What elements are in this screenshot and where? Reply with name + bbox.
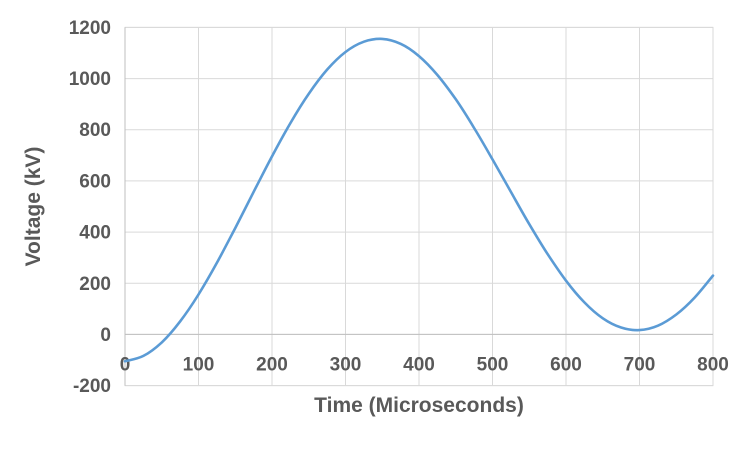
y-tick-label: 400 bbox=[79, 223, 111, 244]
y-tick-label: 200 bbox=[79, 274, 111, 295]
x-tick-label: 0 bbox=[120, 354, 131, 375]
voltage-series-line bbox=[123, 37, 715, 363]
x-tick-label: 800 bbox=[697, 354, 729, 375]
x-tick-label: 600 bbox=[550, 354, 582, 375]
y-axis-title: Voltage (kV) bbox=[22, 147, 45, 267]
gridlines bbox=[124, 26, 714, 387]
x-tick-label: 100 bbox=[183, 354, 215, 375]
x-axis-title: Time (Microseconds) bbox=[314, 394, 524, 417]
x-axis-tick-labels: 0 100 200 300 400 500 600 700 800 bbox=[120, 354, 729, 375]
x-tick-label: 300 bbox=[330, 354, 362, 375]
y-tick-label: 1000 bbox=[69, 69, 111, 90]
y-axis-tick-labels: -200 0 200 400 600 800 1000 1200 bbox=[69, 18, 111, 397]
x-tick-label: 200 bbox=[256, 354, 288, 375]
x-tick-label: 500 bbox=[477, 354, 509, 375]
y-tick-label: 1200 bbox=[69, 18, 111, 39]
y-tick-label: -200 bbox=[73, 376, 111, 397]
y-tick-label: 600 bbox=[79, 171, 111, 192]
y-tick-label: 0 bbox=[100, 325, 111, 346]
x-tick-label: 400 bbox=[403, 354, 435, 375]
y-tick-label: 800 bbox=[79, 120, 111, 141]
x-tick-label: 700 bbox=[624, 354, 656, 375]
